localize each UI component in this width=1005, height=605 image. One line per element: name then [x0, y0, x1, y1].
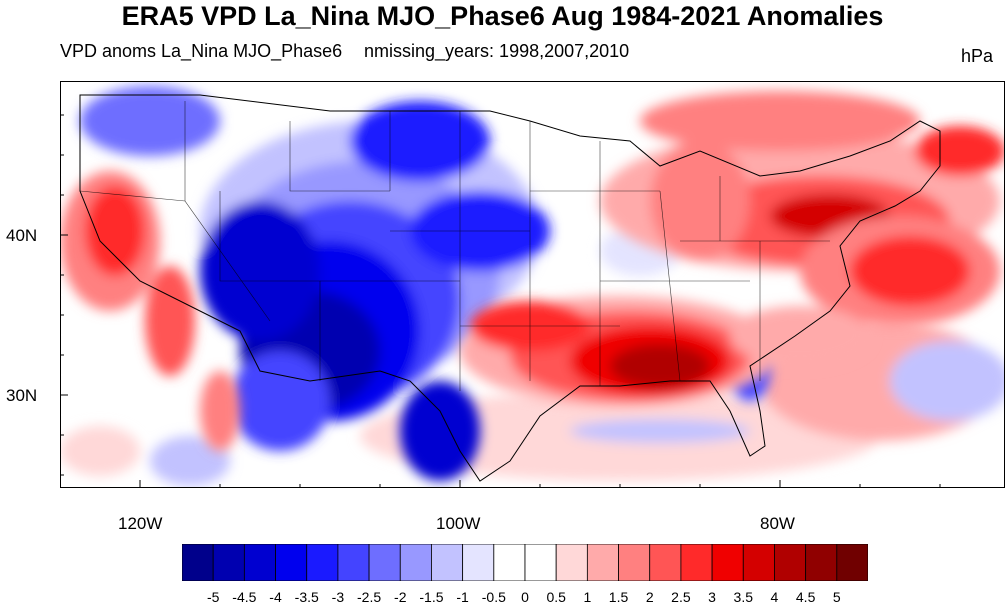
colorbar-tick-label: -1: [456, 589, 469, 605]
colorbar-tick-label: 0.5: [546, 589, 566, 605]
colorbar-swatch: [243, 543, 276, 582]
map-title: ERA5 VPD La_Nina MJO_Phase6 Aug 1984-202…: [121, 1, 884, 31]
colorbar-swatch: [399, 543, 432, 582]
colorbar-swatch: [711, 543, 744, 582]
colorbar-tick-label: 3: [708, 589, 716, 605]
colorbar: [181, 543, 869, 586]
colorbar-swatch: [431, 543, 464, 582]
positive-anomaly-field: [60, 91, 1005, 451]
state-boundaries: [79, 101, 830, 391]
colorbar-tick-label: 2.5: [671, 589, 691, 605]
lon-label-100w: 100W: [436, 514, 481, 533]
colorbar-tick-label: 0: [521, 589, 529, 605]
colorbar-swatch: [774, 543, 807, 582]
colorbar-tick-label: 1: [583, 589, 592, 605]
colorbar-swatches: [181, 543, 869, 582]
colorbar-swatch: [306, 543, 339, 582]
colorbar-tick-label: -0.5: [481, 589, 506, 605]
colorbar-tick-label: -4: [269, 589, 282, 605]
colorbar-swatch: [368, 543, 401, 582]
colorbar-tick-label: 2: [645, 589, 654, 605]
colorbar-swatch: [649, 543, 682, 582]
colorbar-tick-label: 3.5: [733, 589, 753, 605]
lat-label-30n: 30N: [6, 386, 38, 405]
lat-label-40n: 40N: [6, 226, 38, 245]
lon-label-80w: 80W: [760, 514, 795, 533]
colorbar-swatch: [275, 543, 308, 582]
colorbar-swatch: [181, 543, 214, 582]
colorbar-swatch: [212, 543, 245, 582]
land-boundary: [79, 94, 941, 482]
center-subtitle: nmissing_years: 1998,2007,2010: [364, 41, 630, 61]
units-label: hPa: [960, 46, 993, 66]
colorbar-swatch: [586, 543, 619, 582]
colorbar-tick-label: 4.5: [795, 589, 816, 605]
colorbar-swatch: [493, 543, 526, 582]
colorbar-swatch: [524, 543, 557, 582]
colorbar-swatch: [805, 543, 838, 582]
colorbar-tick-label: 5: [832, 589, 841, 605]
colorbar-tick-label: -2: [394, 589, 407, 605]
colorbar-tick-label: -4.5: [232, 589, 257, 605]
colorbar-tick-label: -3.5: [294, 589, 319, 605]
map-canvas: [60, 81, 1005, 488]
colorbar-swatch: [337, 543, 370, 582]
lon-label-120w: 120W: [118, 514, 163, 533]
colorbar-tick-label: -1.5: [419, 589, 444, 605]
colorbar-swatch: [555, 543, 588, 582]
colorbar-tick-label: -2.5: [357, 589, 382, 605]
colorbar-tick-label: -3: [331, 589, 345, 605]
anomaly-map: [60, 81, 1005, 488]
colorbar-tick-label: 1.5: [608, 589, 629, 605]
colorbar-swatch: [836, 543, 869, 582]
colorbar-swatch: [462, 543, 495, 582]
colorbar-swatch: [680, 543, 713, 582]
left-subtitle: VPD anoms La_Nina MJO_Phase6: [60, 41, 343, 61]
colorbar-swatch: [618, 543, 651, 582]
colorbar-tick-label: -5: [206, 589, 220, 605]
colorbar-swatch: [742, 543, 775, 582]
colorbar-tick-label: 4: [770, 589, 779, 605]
